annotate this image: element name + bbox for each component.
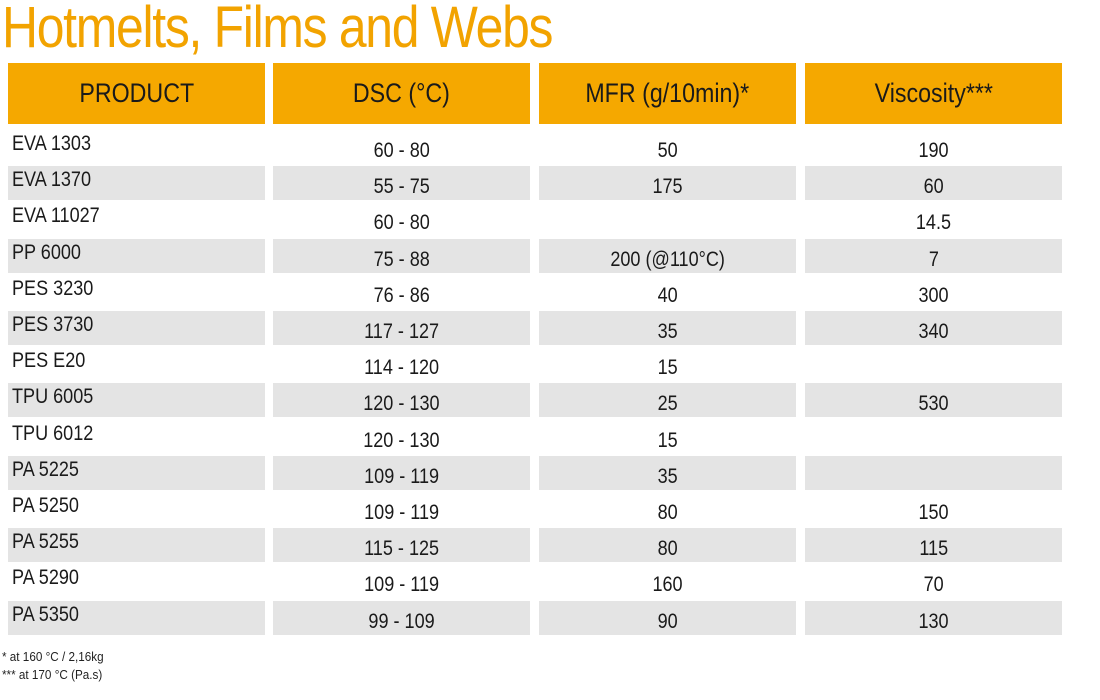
header-viscosity: Viscosity*** — [805, 63, 1062, 124]
cell-dsc: 115 - 125 — [273, 528, 530, 563]
cell-product: TPU 6012 — [12, 421, 94, 445]
header-dsc: DSC (°C) — [273, 63, 530, 124]
cell-mfr: 80 — [657, 501, 678, 524]
table-row: PA 5250 109 - 119 80 150 — [0, 492, 1100, 526]
cell-mfr: 80 — [539, 528, 796, 563]
cell-dsc: 120 - 130 — [273, 383, 530, 418]
cell-mfr: 35 — [539, 455, 796, 490]
cell-dsc: 75 - 88 — [273, 238, 530, 273]
table-row: EVA 1303 60 - 80 50 190 — [0, 130, 1100, 164]
cell-mfr: 200 (@110°C) — [539, 238, 796, 273]
cell-product: PES E20 — [12, 349, 86, 373]
cell-viscosity: 190 — [918, 139, 949, 162]
table-row: PES 3230 76 - 86 40 300 — [0, 275, 1100, 309]
cell-product: EVA 1303 — [12, 132, 91, 155]
cell-dsc: 109 - 119 — [273, 455, 530, 490]
cell-product: PA 5225 — [8, 455, 265, 490]
table-row: PES E20 114 - 120 15 — [0, 347, 1100, 381]
cell-mfr: 40 — [657, 283, 678, 307]
footnotes: * at 160 °C / 2,16kg *** at 170 °C (Pa.s… — [2, 648, 115, 684]
cell-dsc: 60 - 80 — [373, 211, 430, 235]
cell-viscosity: 150 — [918, 501, 949, 524]
table-row: PA 5350 99 - 109 90 130 — [0, 600, 1100, 635]
header-product: PRODUCT — [8, 63, 265, 124]
cell-mfr: 90 — [539, 600, 796, 635]
cell-viscosity — [805, 455, 1062, 490]
cell-dsc: 60 - 80 — [373, 139, 430, 162]
cell-viscosity: 130 — [805, 600, 1062, 635]
cell-product: PA 5290 — [12, 566, 79, 590]
cell-product: EVA 1370 — [8, 166, 265, 201]
footnote-mfr: * at 160 °C / 2,16kg — [2, 649, 104, 664]
table-row: TPU 6012 120 - 130 15 — [0, 420, 1100, 454]
cell-viscosity: 115 — [805, 528, 1062, 563]
cell-dsc: 109 - 119 — [364, 501, 439, 524]
table-row: PA 5290 109 - 119 160 70 — [0, 564, 1100, 598]
cell-mfr: 160 — [652, 573, 683, 597]
table-row: TPU 6005 120 - 130 25 530 — [0, 383, 1100, 418]
cell-product: PA 5255 — [8, 528, 265, 563]
table-row: EVA 11027 60 - 80 14.5 — [0, 202, 1100, 236]
cell-mfr — [539, 202, 796, 236]
cell-dsc: 114 - 120 — [364, 356, 439, 380]
page-title: Hotmelts, Films and Webs — [2, 0, 554, 60]
table-row: PA 5255 115 - 125 80 115 — [0, 528, 1100, 563]
cell-dsc: 109 - 119 — [364, 573, 439, 597]
cell-dsc: 120 - 130 — [363, 428, 440, 452]
cell-viscosity: 340 — [805, 311, 1062, 345]
table-row: PP 6000 75 - 88 200 (@110°C) 7 — [0, 238, 1100, 273]
cell-product: PA 5350 — [8, 600, 265, 635]
header-mfr: MFR (g/10min)* — [539, 63, 796, 124]
cell-product: PES 3230 — [12, 276, 94, 300]
cell-dsc: 76 - 86 — [373, 283, 430, 307]
cell-dsc: 99 - 109 — [273, 600, 530, 635]
cell-dsc: 55 - 75 — [273, 166, 530, 201]
cell-mfr: 15 — [657, 356, 678, 380]
cell-product: PES 3730 — [8, 311, 265, 345]
cell-viscosity — [805, 420, 1062, 454]
table-row: PA 5225 109 - 119 35 — [0, 455, 1100, 490]
cell-viscosity: 300 — [918, 283, 949, 307]
cell-product: EVA 11027 — [12, 204, 100, 228]
cell-viscosity: 70 — [923, 573, 944, 597]
cell-product: TPU 6005 — [8, 383, 265, 418]
cell-mfr: 50 — [657, 139, 678, 162]
table-row: PES 3730 117 - 127 35 340 — [0, 311, 1100, 345]
footnote-viscosity: *** at 170 °C (Pa.s) — [2, 667, 103, 682]
cell-dsc: 117 - 127 — [273, 311, 530, 345]
table-row: EVA 1370 55 - 75 175 60 — [0, 166, 1100, 201]
cell-viscosity: 7 — [805, 238, 1062, 273]
cell-product: PP 6000 — [8, 238, 265, 273]
table-header: PRODUCT DSC (°C) MFR (g/10min)* Viscosit… — [0, 63, 1100, 124]
cell-viscosity — [805, 347, 1062, 381]
cell-viscosity: 14.5 — [915, 211, 952, 235]
cell-mfr: 35 — [539, 311, 796, 345]
cell-product: PA 5250 — [12, 494, 79, 517]
cell-mfr: 175 — [539, 166, 796, 201]
cell-viscosity: 60 — [805, 166, 1062, 201]
cell-viscosity: 530 — [805, 383, 1062, 418]
cell-mfr: 25 — [539, 383, 796, 418]
cell-mfr: 15 — [657, 428, 678, 452]
